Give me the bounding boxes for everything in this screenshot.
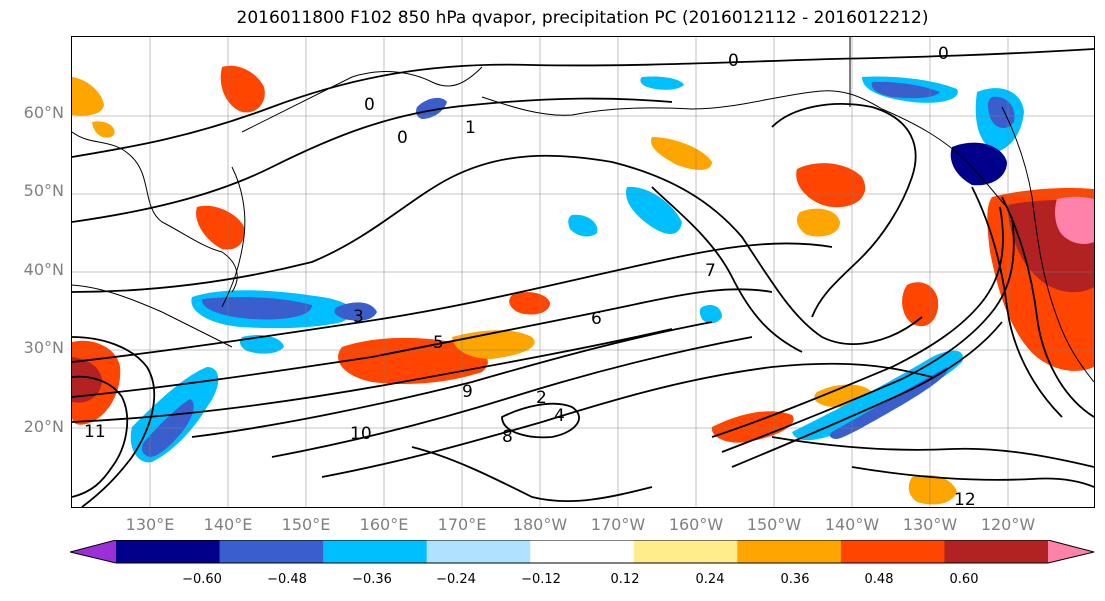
lon-label: 170°E [437, 515, 487, 534]
colorbar-segment [530, 540, 635, 563]
precip-negative-area [568, 214, 598, 237]
contour-label: 2 [536, 388, 547, 408]
contour-label: 3 [353, 307, 364, 327]
lon-label: 120°W [980, 515, 1036, 534]
precip-negative-area [792, 350, 963, 441]
figure-title: 2016011800 F102 850 hPa qvapor, precipit… [236, 8, 929, 28]
colorbar-segment [323, 540, 428, 563]
contour-label: 7 [705, 261, 716, 281]
colorbar-segment [219, 540, 324, 563]
contour-label: 0 [364, 95, 375, 115]
lat-label: 60°N [23, 103, 64, 122]
lon-label: 130°E [125, 515, 175, 534]
lat-lon-grid [72, 37, 1094, 507]
colorbar-tick-label: 0.48 [864, 572, 894, 587]
precip-negative-area [950, 142, 1007, 186]
colorbar-tick-label: 0.24 [695, 572, 725, 587]
precip-positive-area [509, 292, 550, 315]
precip-positive-area [796, 163, 866, 208]
lon-label: 150°W [746, 515, 802, 534]
lat-label: 40°N [23, 260, 64, 279]
map-canvas: 0 0 0 0 1 3 5 6 7 9 10 11 12 8 2 4 [72, 37, 1094, 507]
precip-positive-area [902, 282, 939, 327]
colorbar-tick-label: 0.36 [780, 572, 810, 587]
lat-label: 50°N [23, 181, 64, 200]
precip-positive-area [908, 475, 957, 505]
lon-label: 160°E [359, 515, 409, 534]
lon-label: 130°W [902, 515, 958, 534]
colorbar [70, 540, 1095, 564]
precip-negative-area [871, 81, 940, 99]
colorbar-tick-label: −0.24 [436, 572, 476, 587]
contour-label-layer: 0 0 0 0 1 3 5 6 7 9 10 11 12 8 2 4 [84, 44, 976, 507]
precip-negative-area [699, 305, 722, 324]
precip-negative-area [626, 186, 682, 234]
precip-positive-area [72, 77, 104, 116]
contour-label: 0 [397, 128, 408, 148]
precip-negative-area [239, 335, 284, 354]
qvapor-contours [72, 48, 1094, 507]
lat-label: 30°N [23, 338, 64, 357]
contour-label: 11 [84, 422, 106, 442]
precip-positive-area [220, 65, 265, 113]
contour-label: 9 [462, 382, 473, 402]
contour-label: 4 [554, 406, 565, 426]
colorbar-segment [944, 540, 1049, 563]
lon-label: 160°W [668, 515, 724, 534]
contour-label: 12 [954, 490, 976, 507]
precip-positive-area [92, 121, 115, 138]
contour-label: 8 [502, 427, 513, 447]
precip-positive-area [196, 205, 245, 250]
precip-positive-area [711, 411, 794, 443]
lon-label: 180°W [512, 515, 568, 534]
colorbar-tick-label: −0.36 [352, 572, 392, 587]
precip-negative-area [201, 297, 312, 320]
contour-label: 1 [465, 118, 476, 138]
lon-label: 140°W [824, 515, 880, 534]
lon-label: 140°E [203, 515, 253, 534]
colorbar-tick-label: 0.12 [610, 572, 640, 587]
precip-negative-area [640, 76, 684, 90]
precip-positive-area [796, 208, 840, 237]
precip-negative-area [416, 97, 447, 119]
coastlines [72, 37, 1094, 383]
colorbar-extend-min [70, 540, 116, 563]
colorbar-tick-label: −0.48 [267, 572, 307, 587]
colorbar-outline [70, 540, 1095, 564]
contour-label: 5 [433, 333, 444, 353]
colorbar-segment [633, 540, 738, 563]
lon-label: 170°W [590, 515, 646, 534]
contour-label: 0 [938, 44, 949, 64]
colorbar-segments [70, 540, 1094, 563]
precip-negative-area [334, 302, 377, 321]
colorbar-extend-max [1048, 540, 1094, 563]
precip-positive-area [651, 137, 712, 170]
lat-label: 20°N [23, 417, 64, 436]
colorbar-segment [426, 540, 531, 563]
contour-label: 10 [350, 424, 372, 444]
colorbar-tick-label: −0.12 [521, 572, 561, 587]
colorbar-segment [840, 540, 945, 563]
contour-label: 0 [728, 51, 739, 71]
lon-label: 150°E [281, 515, 331, 534]
colorbar-segment [116, 540, 221, 563]
contour-label: 6 [591, 309, 602, 329]
map-panel: 0 0 0 0 1 3 5 6 7 9 10 11 12 8 2 4 [72, 37, 1094, 507]
precip-positive-area [72, 357, 102, 403]
precip-fill-layer [72, 65, 1094, 505]
precip-positive-area [1055, 196, 1094, 244]
colorbar-segment [737, 540, 842, 563]
colorbar-tick-label: 0.60 [949, 572, 979, 587]
colorbar-tick-label: −0.60 [182, 572, 222, 587]
